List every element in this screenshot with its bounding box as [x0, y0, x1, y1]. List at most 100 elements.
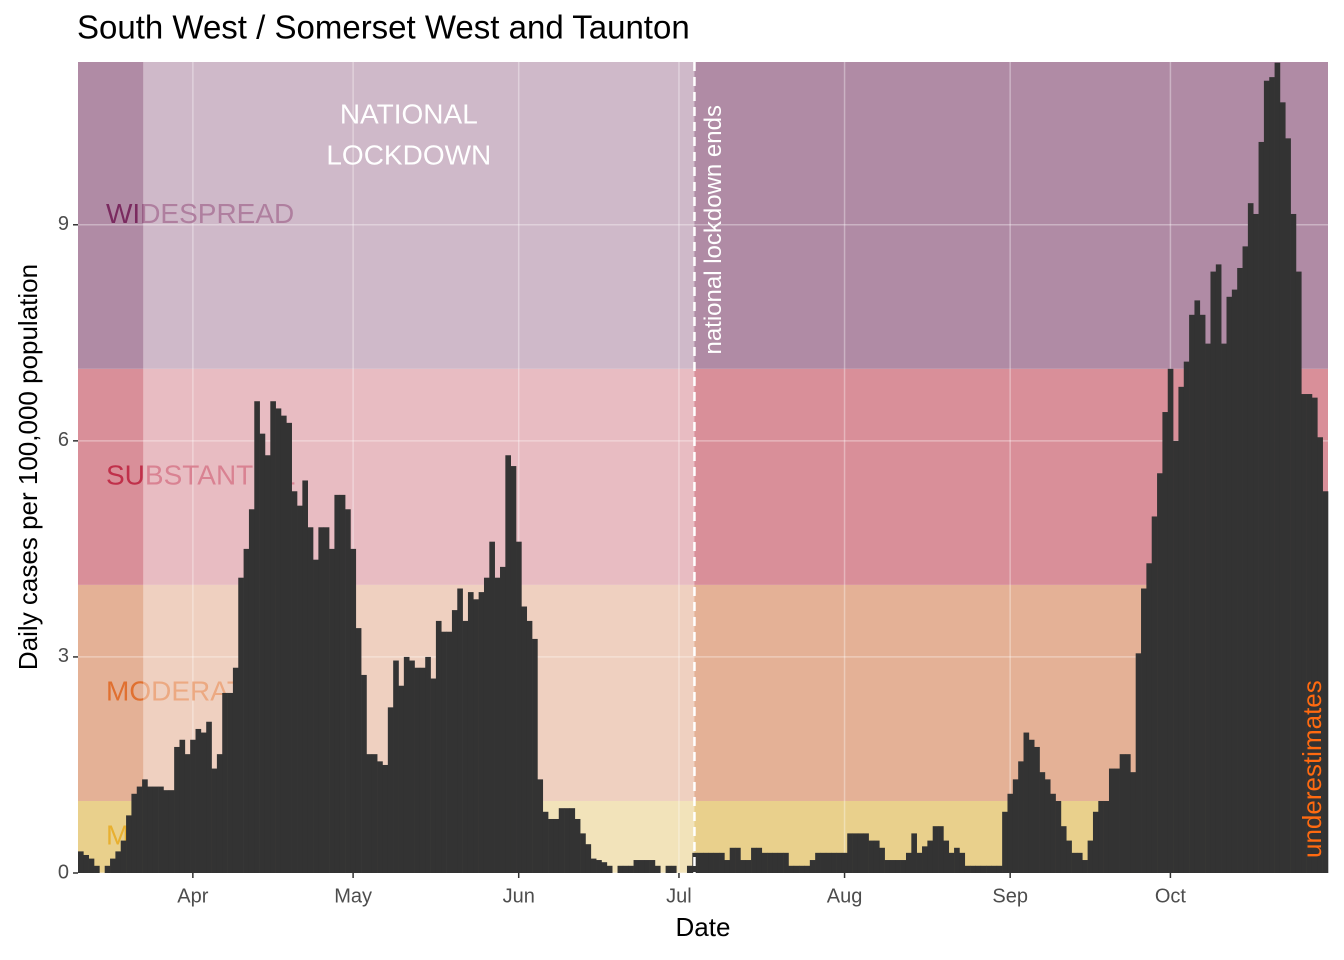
bar: [345, 509, 351, 873]
bar: [927, 840, 934, 873]
bar: [863, 833, 869, 873]
x-tick-label: Oct: [1155, 885, 1187, 907]
bar: [767, 852, 773, 873]
bar: [852, 833, 859, 873]
bar: [574, 818, 581, 873]
bar: [1087, 840, 1094, 873]
bar: [419, 667, 426, 873]
bar: [788, 865, 795, 873]
bar: [393, 660, 399, 873]
bar: [136, 786, 143, 873]
y-tick-label: 6: [58, 429, 69, 451]
bar: [564, 808, 570, 873]
bar: [959, 852, 966, 873]
bar: [1263, 80, 1270, 874]
bar: [446, 631, 453, 873]
bar: [168, 790, 175, 873]
bar: [1023, 732, 1030, 873]
bar: [1119, 754, 1126, 873]
bar: [158, 786, 164, 873]
bar: [665, 865, 672, 873]
bar: [954, 847, 960, 873]
bar: [232, 667, 239, 873]
bar: [1060, 826, 1067, 873]
bar: [329, 548, 335, 873]
bar: [1108, 768, 1115, 873]
bar: [505, 455, 511, 873]
lockdown-label: LOCKDOWN: [326, 139, 491, 170]
bar: [1141, 588, 1147, 873]
bar: [585, 844, 592, 873]
bar: [1028, 739, 1035, 873]
bar: [1066, 840, 1072, 873]
risk-band: [78, 62, 1328, 369]
bar: [884, 860, 891, 873]
bar: [1290, 213, 1297, 873]
bar: [905, 852, 912, 873]
bar: [745, 860, 752, 873]
bar: [1018, 761, 1024, 873]
bar: [1242, 246, 1249, 873]
bar: [291, 491, 298, 873]
bar: [900, 860, 907, 873]
bar: [1034, 746, 1040, 873]
bar: [1189, 314, 1195, 874]
bar: [1055, 800, 1062, 873]
bar: [307, 527, 314, 873]
bar: [1317, 437, 1323, 873]
bar: [542, 811, 549, 873]
bar: [104, 865, 111, 873]
bar: [78, 851, 84, 873]
bar: [227, 692, 234, 873]
bar: [703, 852, 709, 873]
bar: [708, 852, 714, 873]
bar: [94, 865, 100, 873]
y-tick-label: 9: [58, 213, 69, 235]
bar: [649, 860, 656, 873]
bar: [510, 466, 517, 873]
band-label: WIDESPREAD: [106, 198, 294, 229]
bar: [1237, 267, 1243, 874]
bar: [270, 401, 276, 873]
bar: [355, 628, 362, 873]
bar: [462, 620, 469, 873]
bar: [719, 852, 725, 873]
bar: [1322, 491, 1329, 873]
bar: [606, 865, 613, 873]
bar: [847, 833, 853, 873]
bar: [115, 851, 122, 873]
bar: [387, 707, 394, 873]
bar: [88, 858, 95, 873]
bar: [569, 808, 576, 873]
bar: [1215, 264, 1222, 873]
bar: [532, 638, 538, 873]
bar: [334, 494, 341, 873]
bar: [537, 779, 544, 873]
bar: [938, 826, 944, 873]
bar: [1194, 300, 1201, 873]
bar: [889, 860, 896, 873]
bar: [206, 721, 212, 873]
bar: [526, 620, 533, 873]
bar: [457, 588, 463, 873]
bar: [382, 764, 389, 873]
y-tick-label: 3: [58, 645, 69, 667]
bar: [1071, 852, 1078, 873]
bar: [248, 509, 255, 873]
bar: [1039, 772, 1046, 873]
bar: [120, 840, 127, 873]
bar: [1210, 271, 1217, 873]
bar: [1098, 800, 1104, 873]
bar: [184, 754, 191, 873]
bar: [1151, 516, 1158, 873]
bar: [841, 852, 848, 873]
bar: [590, 858, 597, 873]
bar: [361, 674, 367, 873]
bar: [820, 852, 827, 873]
bar: [1279, 102, 1286, 873]
bar: [558, 808, 565, 873]
bar: [686, 865, 693, 873]
bar: [1125, 754, 1131, 873]
bar: [297, 505, 303, 873]
